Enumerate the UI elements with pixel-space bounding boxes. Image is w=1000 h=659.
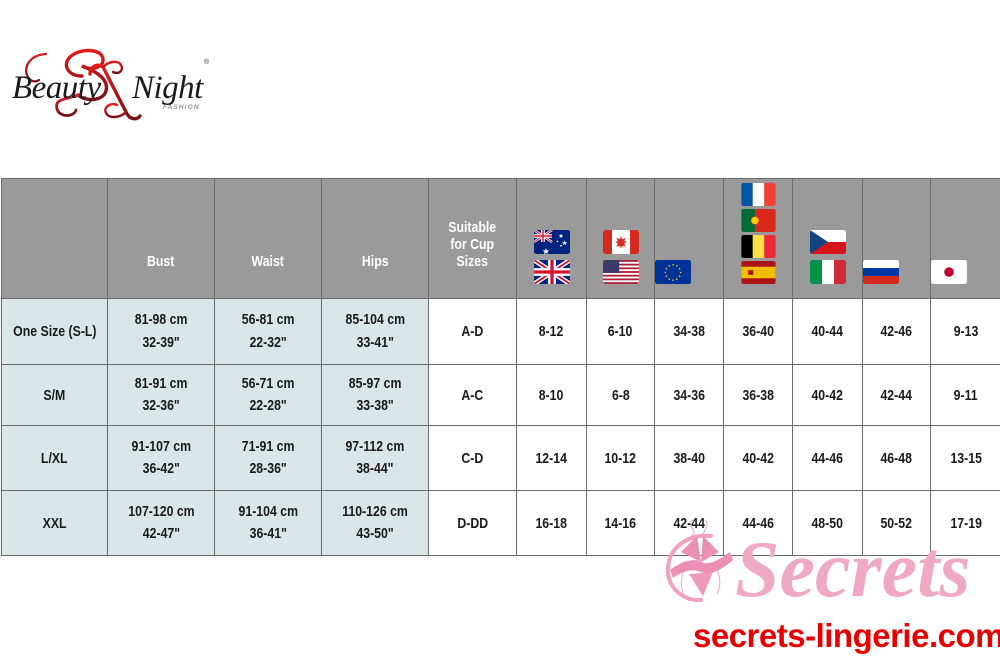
svg-text:Beauty: Beauty (12, 70, 101, 106)
svg-text:Secrets: Secrets (735, 526, 971, 614)
svg-text:FASHION: FASHION (163, 104, 200, 111)
svg-text:®: ® (204, 58, 210, 66)
svg-text:Night: Night (131, 70, 204, 106)
